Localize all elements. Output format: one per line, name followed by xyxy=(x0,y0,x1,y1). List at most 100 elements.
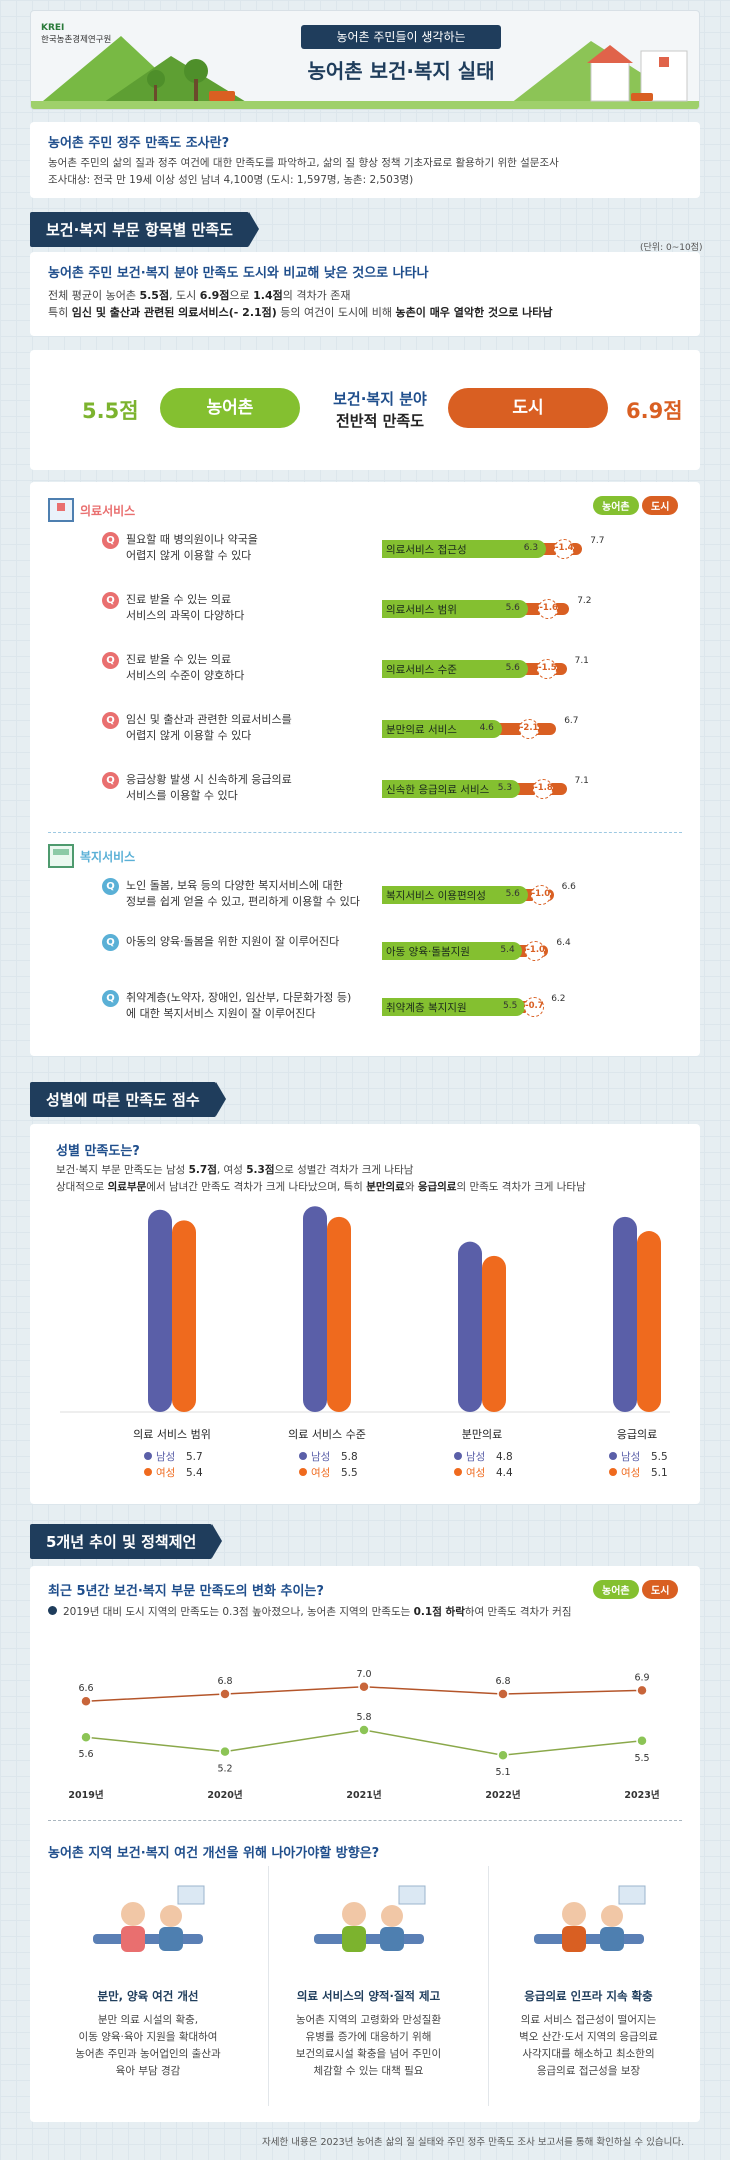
question-line1: 진료 받을 수 있는 의료 xyxy=(126,593,232,606)
gap-badge: -0.7 xyxy=(524,997,545,1017)
comparison-bar: 의료서비스 접근성 6.3 -1.4 7.7 xyxy=(382,536,605,559)
rural-bar xyxy=(382,540,546,558)
s2l2-f: 응급의료 xyxy=(417,1181,457,1193)
question-line1: 취약계층(노약자, 장애인, 임산부, 다문화가정 등) xyxy=(126,991,352,1004)
gap-badge: -2.1 xyxy=(518,719,539,739)
comparison-bar: 의료서비스 범위 5.6 -1.6 7.2 xyxy=(382,596,592,619)
female-bar xyxy=(637,1231,661,1412)
s2l1-e: 으로 성별간 격차가 크게 나타남 xyxy=(274,1164,414,1176)
s1l1-g: 의 격차가 존재 xyxy=(282,289,351,302)
q-icon: Q xyxy=(102,990,119,1007)
s1l2-d: 농촌이 매우 열악한 것으로 나타남 xyxy=(395,306,553,319)
male-bar xyxy=(303,1206,327,1412)
city-value: 6.6 xyxy=(561,882,576,892)
welfare-title: 복지서비스 xyxy=(80,850,136,864)
female-legend-dot xyxy=(454,1468,462,1476)
mountain-illustration xyxy=(31,36,699,109)
trend-value-label: 7.0 xyxy=(356,1669,371,1680)
question-text: Q 진료 받을 수 있는 의료 서비스의 과목이 다양하다 xyxy=(102,592,366,624)
female-legend-label: 여성 xyxy=(621,1467,640,1479)
rural-bar xyxy=(382,660,528,678)
female-bar xyxy=(482,1255,506,1412)
section1-summary-box: 농어촌 주민 보건·복지 분야 만족도 도시와 비교해 낮은 것으로 나타나 전… xyxy=(30,252,700,336)
s1l1-c: , 도시 xyxy=(169,289,200,302)
legend-rural: 농어촌 xyxy=(593,496,639,515)
rural-trend-point xyxy=(358,1724,370,1736)
s2l2-c: 에서 남녀간 만족도 격차가 크게 나타났으며, 특히 xyxy=(146,1181,367,1193)
city-trend-point xyxy=(219,1688,231,1700)
trend-year-label: 2021년 xyxy=(346,1789,381,1801)
question-line1: 필요할 때 병의원이나 약국을 xyxy=(126,533,258,546)
section1-title: 보건·복지 부문 항목별 만족도 xyxy=(30,212,259,247)
female-bar xyxy=(172,1220,196,1412)
female-legend-dot xyxy=(144,1468,152,1476)
male-legend-label: 남성 xyxy=(621,1451,640,1463)
s2l1-a: 보건·복지 부문 만족도는 남성 xyxy=(56,1164,189,1176)
rural-pill: 농어촌 xyxy=(160,388,300,428)
policy-text-1: 분만 의료 시설의 확충, xyxy=(97,2014,199,2026)
bar-label: 분만의료 서비스 xyxy=(386,724,457,736)
male-value-label: 4.8 xyxy=(496,1451,513,1463)
female-bar xyxy=(327,1216,351,1412)
section2-title: 성별에 따른 만족도 점수 xyxy=(30,1082,226,1117)
policy-title: 응급의료 인프라 지속 확충 xyxy=(524,1989,653,2003)
rural-value: 5.5 xyxy=(503,1001,518,1011)
section2-line1: 보건·복지 부문 만족도는 남성 5.7점, 여성 5.3점으로 성별간 격차가… xyxy=(56,1162,413,1179)
q-icon: Q xyxy=(102,712,119,729)
female-value-label: 5.5 xyxy=(341,1467,358,1479)
gap-badge: -1.6 xyxy=(538,599,559,619)
policy-heading: 농어촌 지역 보건·복지 여건 개선을 위해 나아가야할 방향은? xyxy=(48,1846,380,1861)
trend-value-label: 5.8 xyxy=(356,1712,371,1723)
rural-value: 5.4 xyxy=(500,945,515,955)
bar-label: 의료서비스 접근성 xyxy=(386,544,467,556)
bar-label: 신속한 응급의료 서비스 xyxy=(386,784,490,796)
note-bullet-icon xyxy=(48,1606,57,1615)
female-value-label: 5.4 xyxy=(186,1467,203,1479)
gap-badge: -1.0 xyxy=(530,885,551,905)
bar-label: 의료서비스 범위 xyxy=(386,604,457,616)
policy-text-3: 보건의료시설 확충을 넘어 주민이 xyxy=(295,2048,442,2060)
policy-text-3: 사각지대를 해소하고 최소한의 xyxy=(522,2048,655,2060)
bar-label: 복지서비스 이용편의성 xyxy=(386,890,486,902)
trend-value-label: 5.1 xyxy=(495,1767,510,1778)
trend-value-label: 5.5 xyxy=(634,1753,649,1764)
city-score: 6.9점 xyxy=(626,399,683,423)
gap-badge: -1.0 xyxy=(525,941,546,961)
policy-text-4: 육아 부담 경감 xyxy=(115,2065,181,2077)
city-trend-point xyxy=(497,1688,509,1700)
note-c: 하여 만족도 격차가 커짐 xyxy=(464,1606,572,1618)
q-icon: Q xyxy=(102,592,119,609)
org-name: 한국농촌경제연구원 xyxy=(41,35,112,45)
trend-note: 2019년 대비 도시 지역의 만족도는 0.3점 높아졌으나, 농어촌 지역의… xyxy=(48,1604,572,1619)
s1l1-e: 으로 xyxy=(229,289,254,302)
s1l2-c: 등의 여건이 도시에 비해 xyxy=(276,306,396,319)
question-text: Q 필요할 때 병의원이나 약국을 어렵지 않게 이용할 수 있다 xyxy=(102,532,366,564)
question-text: Q 임신 및 출산과 관련한 의료서비스를 어렵지 않게 이용할 수 있다 xyxy=(102,712,366,744)
rural-value: 5.3 xyxy=(497,783,513,793)
male-legend-label: 남성 xyxy=(156,1451,175,1463)
rural-value: 5.6 xyxy=(505,663,520,673)
question-line2: 어렵지 않게 이용할 수 있다 xyxy=(126,549,252,562)
female-legend-label: 여성 xyxy=(311,1467,330,1479)
female-legend-dot xyxy=(609,1468,617,1476)
rural-bar xyxy=(382,720,502,738)
question-line2: 서비스의 수준이 양호하다 xyxy=(126,669,245,682)
question-line2: 서비스를 이용할 수 있다 xyxy=(126,789,238,802)
policy-text-4: 체감할 수 있는 대책 필요 xyxy=(313,2065,424,2077)
s2l2-g: 의 만족도 격차가 크게 나타남 xyxy=(456,1181,586,1193)
note-a: 2019년 대비 도시 지역의 만족도는 0.3점 높아졌으나, 농어촌 지역의… xyxy=(63,1606,414,1618)
s1l1-a: 전체 평균이 농어촌 xyxy=(48,289,140,302)
intro-heading: 농어촌 주민 정주 만족도 조사란? xyxy=(48,136,230,151)
male-legend-dot xyxy=(609,1452,617,1460)
s2l1-d: 5.3점 xyxy=(246,1164,275,1176)
city-trend-point xyxy=(636,1684,648,1697)
city-value: 7.1 xyxy=(574,656,589,666)
section1-heading: 농어촌 주민 보건·복지 분야 만족도 도시와 비교해 낮은 것으로 나타나 xyxy=(48,266,429,281)
question-text: Q 응급상황 발생 시 신속하게 응급의료 서비스를 이용할 수 있다 xyxy=(102,772,366,804)
s2l2-d: 분만의료 xyxy=(366,1181,405,1193)
s2l1-b: 5.7점 xyxy=(188,1164,217,1176)
s1l1-d: 6.9점 xyxy=(199,289,230,302)
rural-trend-point xyxy=(636,1735,648,1747)
q-icon: Q xyxy=(102,878,119,895)
rural-score: 5.5점 xyxy=(82,399,139,423)
